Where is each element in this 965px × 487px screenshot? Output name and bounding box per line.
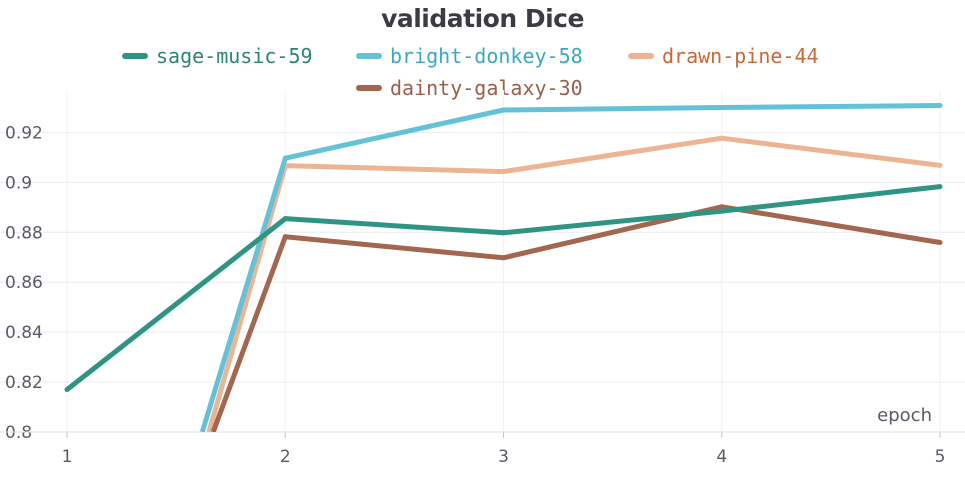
data-point-drawn-pine-44 [937,162,943,168]
data-point-sage-music-59 [937,184,943,190]
data-point-sage-music-59 [282,216,288,222]
legend-item-dainty-galaxy-30[interactable]: dainty-galaxy-30 [356,76,583,100]
y-tick-label: 0.82 [5,373,43,393]
y-tick-label: 0.86 [5,273,43,293]
legend-swatch-dainty-galaxy-30 [356,85,382,91]
y-tick-label: 0.92 [5,123,43,143]
data-point-dainty-galaxy-30 [937,240,943,246]
legend-item-bright-donkey-58[interactable]: bright-donkey-58 [356,44,583,68]
x-tick-label: 5 [935,447,946,467]
data-point-bright-donkey-58 [501,107,506,113]
series-line-bright-donkey-58 [199,103,941,432]
legend-swatch-bright-donkey-58 [356,53,382,59]
data-point-dainty-galaxy-30 [282,234,288,240]
x-tick-label: 1 [62,447,73,467]
data-point-dainty-galaxy-30 [719,204,725,210]
data-point-drawn-pine-44 [719,135,725,141]
x-tick-label: 3 [498,447,509,467]
legend-label-sage-music-59: sage-music-59 [156,44,313,68]
data-point-bright-donkey-58 [937,102,943,108]
x-axis-label: epoch [877,405,932,426]
x-tick-label: 4 [716,447,727,467]
data-point-sage-music-59 [64,387,70,393]
data-point-sage-music-59 [719,208,725,214]
data-point-bright-donkey-58 [282,155,288,161]
legend-label-bright-donkey-58: bright-donkey-58 [390,44,583,68]
y-tick-label: 0.8 [5,423,32,443]
y-tick-label: 0.84 [5,323,43,343]
legend-item-sage-music-59[interactable]: sage-music-59 [122,44,313,68]
y-tick-label: 0.88 [5,223,43,243]
data-point-dainty-galaxy-30 [501,255,506,261]
chart-title: validation Dice [381,4,584,33]
legend-label-drawn-pine-44: drawn-pine-44 [662,44,819,68]
legend-label-dainty-galaxy-30: dainty-galaxy-30 [390,76,583,100]
legend-swatch-sage-music-59 [122,53,148,59]
data-point-bright-donkey-58 [719,104,725,110]
legend-swatch-drawn-pine-44 [628,53,654,59]
series-line-dainty-galaxy-30 [210,204,941,432]
x-tick-label: 2 [280,447,291,467]
y-tick-label: 0.9 [5,173,32,193]
legend-item-drawn-pine-44[interactable]: drawn-pine-44 [628,44,819,68]
data-point-drawn-pine-44 [501,169,506,175]
data-point-sage-music-59 [501,230,506,236]
